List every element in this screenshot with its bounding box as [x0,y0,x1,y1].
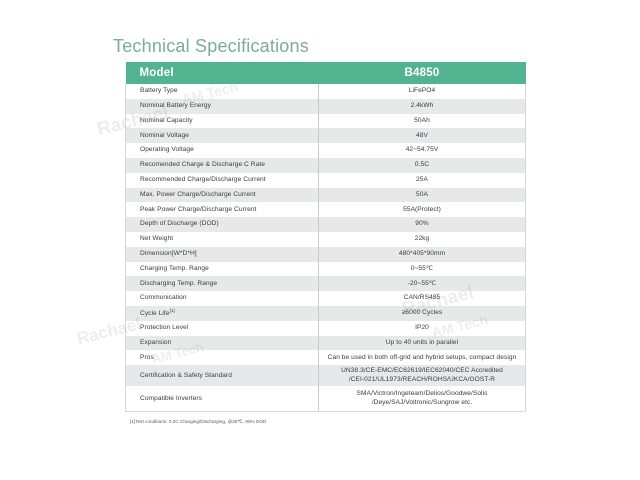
row-value: 90% [318,217,526,232]
row-value: 480*405*90mm [318,246,526,262]
table-row: Communication CAN/RS485 [125,291,526,306]
row-label: Communication [125,291,319,306]
row-label: Net Weight [125,231,319,247]
row-label: Pros [125,350,319,366]
row-value: SMA/Victron/Ingeteam/Delios/Goodwe/Solis… [318,386,526,413]
row-value: 42~54.75V [318,143,526,158]
row-label: Recommended Charge/Discharge Current [125,172,319,188]
table-footnote: [1]Test conditions: 0.2C Charging/Discha… [130,419,267,424]
row-label: Nominal Capacity [125,113,319,129]
row-value: 22kg [318,231,526,247]
row-value-line: UN38.3/CE-EMC/EC62619/IEC62040/CEC Accre… [341,367,503,375]
row-value: 25A [318,172,526,188]
row-value: Up to 40 units in parallel [318,335,526,351]
row-value-line: SMA/Victron/Ingeteam/Delios/Goodwe/Solis [356,390,488,398]
row-label: Protection Level [125,320,319,336]
row-label: Nominal Voltage [125,128,319,144]
row-value: 0~55℃ [318,261,526,277]
row-value: -20~55℃ [318,276,526,292]
row-label: Charging Temp. Range [125,261,319,277]
row-label: Operating Voltage [125,143,319,158]
table-body: Battery Type LiFePO4 Nominal Battery Energ… [125,84,526,413]
row-value: 0.5C [318,157,526,173]
row-label: Cycle Life[1] [125,305,319,321]
header-cell-model: Model [125,62,319,84]
row-label: Battery Type [125,84,319,99]
row-label: Depth of Discharge (DOD) [125,217,319,232]
row-value: IP20 [318,320,526,336]
table-row: Depth of Discharge (DOD) 90% [125,217,526,232]
row-label: Expansion [125,335,319,351]
row-value: 48V [318,128,526,144]
row-label: Dimension[W*D*H] [125,246,319,262]
row-value: 2.4kWh [318,98,526,114]
table-row: Peak Power Charge/Discharge Current 55A(P… [125,202,526,218]
row-label: Compatible Inverters [125,386,319,413]
table-row: Discharging Temp. Range -20~55℃ [125,276,526,292]
row-label: Peak Power Charge/Discharge Current [125,202,319,218]
table-row: Pros Can be used in both off-grid and hyb… [125,350,526,366]
table-row: Net Weight 22kg [125,231,526,247]
table-row: Protection Level IP20 [125,320,526,336]
row-value-line: /CEI-021/UL1973/REACH/ROHS/UKCA/GOST-R [348,375,496,383]
table-header: Model B4850 [125,62,526,84]
table-row: Cycle Life[1] ≥6000 Cycles [125,305,526,321]
table-row: Nominal Voltage 48V [125,128,526,144]
table-row: Battery Type LiFePO4 [125,84,526,99]
table-row: Compatible Inverters SMA/Victron/Ingeteam… [125,386,526,413]
row-label: Recomended Charge & Discharge C Rate [125,157,319,173]
table-row: Max. Power Charge/Discharge Current 50A [125,187,526,203]
row-value: UN38.3/CE-EMC/EC62619/IEC62040/CEC Accre… [318,365,526,387]
row-value: LiFePO4 [318,84,526,99]
table-header-row: Model B4850 [125,62,526,84]
page-title: Technical Specifications [113,36,309,56]
footnote-marker: [1] [169,308,175,314]
table-row: Certification & Safety Standard UN38.3/CE… [125,365,526,387]
row-label: Max. Power Charge/Discharge Current [125,187,319,203]
table-row: Operating Voltage 42~54.75V [125,143,526,158]
row-value: 55A(Protect) [318,202,526,218]
row-label: Discharging Temp. Range [125,276,319,292]
table-row: Recommended Charge/Discharge Current 25A [125,172,526,188]
row-label: Certification & Safety Standard [125,365,319,387]
table-row: Expansion Up to 40 units in parallel [125,335,526,351]
row-value: 50Ah [318,113,526,129]
row-value: ≥6000 Cycles [318,305,526,321]
row-value: Can be used in both off-grid and hybrid … [318,350,526,366]
specifications-table: Model B4850 Battery Type LiFePO4 Nominal B… [125,62,526,413]
table-row: Recomended Charge & Discharge C Rate 0.5C [125,157,526,173]
table-row: Charging Temp. Range 0~55℃ [125,261,526,277]
table-row: Nominal Capacity 50Ah [125,113,526,129]
row-value: CAN/RS485 [318,291,526,306]
table-row: Nominal Battery Energy 2.4kWh [125,98,526,114]
row-value-line: /Deye/SAJ/Voltronic/Sungrow etc. [371,398,473,406]
table-row: Dimension[W*D*H] 480*405*90mm [125,246,526,262]
row-label: Nominal Battery Energy [125,98,319,114]
row-value: 50A [318,187,526,203]
header-cell-model-value: B4850 [318,62,526,84]
